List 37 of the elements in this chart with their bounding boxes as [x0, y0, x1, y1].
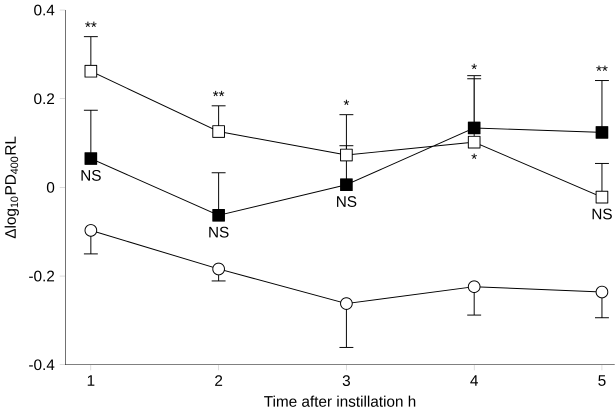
x-tick-label: 4: [470, 374, 478, 386]
x-axis-title: Time after instillation h: [264, 395, 416, 407]
point: [84, 224, 98, 236]
point: [468, 121, 481, 134]
y-tick-label: -0.4: [29, 359, 54, 370]
x-tick-label: 5: [598, 374, 606, 386]
point: [596, 190, 608, 204]
annotation: NS: [592, 208, 612, 220]
point: [468, 280, 481, 293]
point: [340, 178, 353, 191]
point: [596, 285, 608, 298]
point: [212, 262, 225, 276]
point: [212, 124, 225, 138]
y-tick-label: -0.2: [29, 270, 54, 282]
y-tick-label: 0.4: [34, 4, 54, 16]
point: [84, 152, 98, 165]
point: [84, 64, 98, 78]
annotation: *: [344, 99, 350, 105]
annotation: NS: [81, 170, 101, 181]
y-axis-title: Δlog$_{10}$PD$_{400}$RL: [4, 136, 19, 238]
x-tick-label: 2: [215, 374, 222, 386]
annotation: **: [85, 21, 97, 27]
x-tick-label: 1: [88, 374, 94, 386]
point: [212, 208, 225, 222]
annotation: *: [471, 153, 477, 159]
y-tick-label: 0.2: [34, 93, 54, 104]
annotation: *: [471, 64, 477, 69]
annotation: NS: [337, 196, 356, 207]
point: [596, 126, 608, 139]
annotation: **: [212, 90, 224, 96]
x-tick-label: 3: [342, 374, 350, 386]
y-tick-label: 0: [46, 182, 54, 193]
annotation: **: [596, 65, 608, 71]
point: [468, 136, 481, 148]
annotation: NS: [209, 226, 229, 238]
point: [340, 148, 353, 162]
point: [340, 296, 353, 310]
